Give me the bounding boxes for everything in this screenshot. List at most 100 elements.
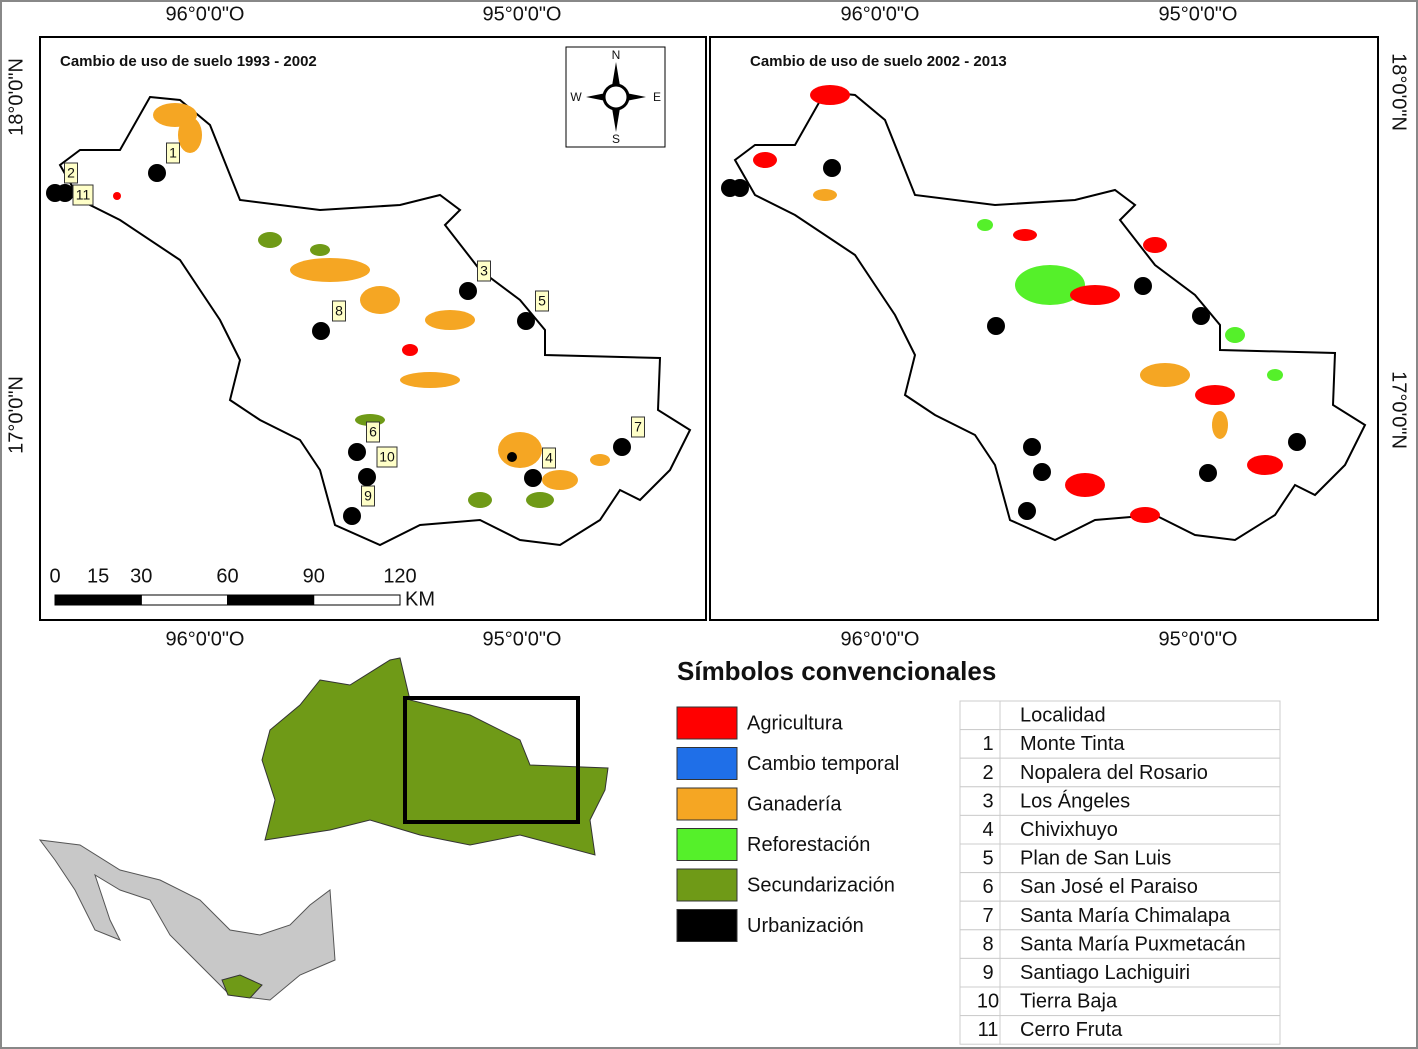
- table-locality: Chivixhuyo: [1020, 819, 1118, 841]
- lon-label: 96°0'0"O: [166, 3, 245, 25]
- point-label: 2: [67, 165, 75, 181]
- table-locality: Los Ángeles: [1020, 789, 1130, 812]
- legend-swatch: [676, 909, 738, 942]
- table-number: 3: [982, 790, 993, 812]
- point-label-box: [477, 260, 491, 282]
- land-cover-patch: [1225, 327, 1245, 343]
- legend-swatch: [676, 747, 738, 780]
- table-cell: [999, 843, 1281, 874]
- point-label-box: [166, 142, 180, 164]
- scale-segment: [313, 594, 401, 606]
- map-right: [721, 85, 1366, 541]
- point-label-box: [376, 446, 398, 468]
- table-locality: Plan de San Luis: [1020, 848, 1171, 870]
- scale-tick-label: 120: [383, 565, 416, 587]
- point-label: 11: [76, 187, 91, 203]
- table-locality: Tierra Baja: [1020, 991, 1118, 1013]
- table-cell: [999, 814, 1281, 845]
- locality-table: Localidad 1 Monte Tinta 2 Nopalera del Rosar…: [959, 700, 1281, 1045]
- table-locality: San José el Paraiso: [1020, 876, 1198, 898]
- land-cover-patch: [258, 232, 282, 248]
- locality-point: [731, 179, 749, 197]
- table-cell: [999, 786, 1281, 816]
- lon-label: 95°0'0"O: [1159, 3, 1238, 25]
- compass-label: S: [612, 132, 620, 146]
- land-cover-patch: [810, 85, 850, 105]
- table-locality: Santiago Lachiguiri: [1020, 962, 1190, 984]
- land-cover-patch: [113, 192, 121, 200]
- lon-label: 95°0'0"O: [483, 3, 562, 25]
- table-cell: [999, 929, 1281, 959]
- table-cell: [959, 929, 1001, 959]
- land-cover-patch: [468, 492, 492, 508]
- land-cover-patch: [1140, 363, 1190, 387]
- scale-tick-label: 15: [87, 565, 109, 587]
- map-title: Cambio de uso de suelo 1993 - 2002: [60, 53, 317, 70]
- table-cell: [959, 729, 1001, 759]
- land-cover-patch: [498, 432, 542, 468]
- legend-title: Símbolos convencionales: [677, 656, 996, 686]
- land-cover-patch: [1013, 229, 1037, 241]
- table-number: 8: [982, 933, 993, 955]
- point-label-box: [361, 485, 375, 507]
- table-header: Localidad: [1020, 705, 1106, 727]
- land-cover-patch: [290, 258, 370, 282]
- land-cover-patch: [1267, 369, 1283, 381]
- legend-label: Cambio temporal: [747, 753, 899, 775]
- oaxaca-map: [261, 657, 609, 856]
- land-cover-patch: [400, 372, 460, 388]
- lon-label: 96°0'0"O: [841, 3, 920, 25]
- scale-segment: [140, 594, 228, 606]
- table-number: 9: [982, 962, 993, 984]
- locality-point: [148, 164, 166, 182]
- land-cover-patch: [813, 189, 837, 201]
- table-cell: [959, 872, 1001, 902]
- table-locality: Monte Tinta: [1020, 733, 1125, 755]
- scale-unit: KM: [405, 588, 435, 610]
- land-cover-patch: [1212, 411, 1228, 439]
- point-label-box: [631, 416, 645, 438]
- lat-label: 18°0'0"N: [5, 58, 27, 136]
- legend-label: Secundarización: [747, 874, 895, 896]
- table-cell: [959, 786, 1001, 816]
- locality-point: [459, 282, 477, 300]
- scale-segment: [54, 594, 142, 606]
- legend-label: Reforestación: [747, 834, 870, 856]
- table-number: 6: [982, 876, 993, 898]
- point-label-box: [72, 184, 94, 206]
- lat-label: 18°0'0"N: [1388, 53, 1410, 131]
- lat-label: 17°0'0"N: [1388, 371, 1410, 449]
- land-cover-patch: [1143, 237, 1167, 253]
- point-label: 1: [169, 145, 177, 161]
- locality-point: [1134, 277, 1152, 295]
- scale-segment: [227, 594, 315, 606]
- locality-point: [343, 507, 361, 525]
- table-cell: [959, 843, 1001, 874]
- scale-bar: KM 0 15 30 60 90 120: [49, 565, 435, 610]
- table-number: 10: [977, 991, 999, 1013]
- legend: Agricultura Cambio temporal Ganadería Refor…: [676, 706, 899, 942]
- locality-point: [987, 317, 1005, 335]
- compass-label: E: [653, 90, 661, 104]
- land-cover-patch: [360, 286, 400, 314]
- point-label: 6: [369, 424, 377, 440]
- land-cover-patch: [1195, 385, 1235, 405]
- table-cell: [999, 729, 1281, 759]
- table-locality: Nopalera del Rosario: [1020, 762, 1208, 784]
- locality-point: [348, 443, 366, 461]
- table-number: 4: [982, 819, 993, 841]
- locality-point: [312, 322, 330, 340]
- land-cover-patch: [542, 470, 578, 490]
- point-label-box: [366, 421, 380, 443]
- table-cell: [959, 957, 1001, 988]
- oaxaca-inset: [221, 974, 263, 999]
- legend-swatch: [676, 868, 738, 902]
- table-locality: Cerro Fruta: [1020, 1019, 1123, 1041]
- table-cell: [959, 700, 1001, 731]
- table-number: 1: [982, 733, 993, 755]
- locality-point: [1018, 502, 1036, 520]
- land-cover-patch: [590, 454, 610, 466]
- locality-point: [1033, 463, 1051, 481]
- lon-label: 96°0'0"O: [841, 628, 920, 650]
